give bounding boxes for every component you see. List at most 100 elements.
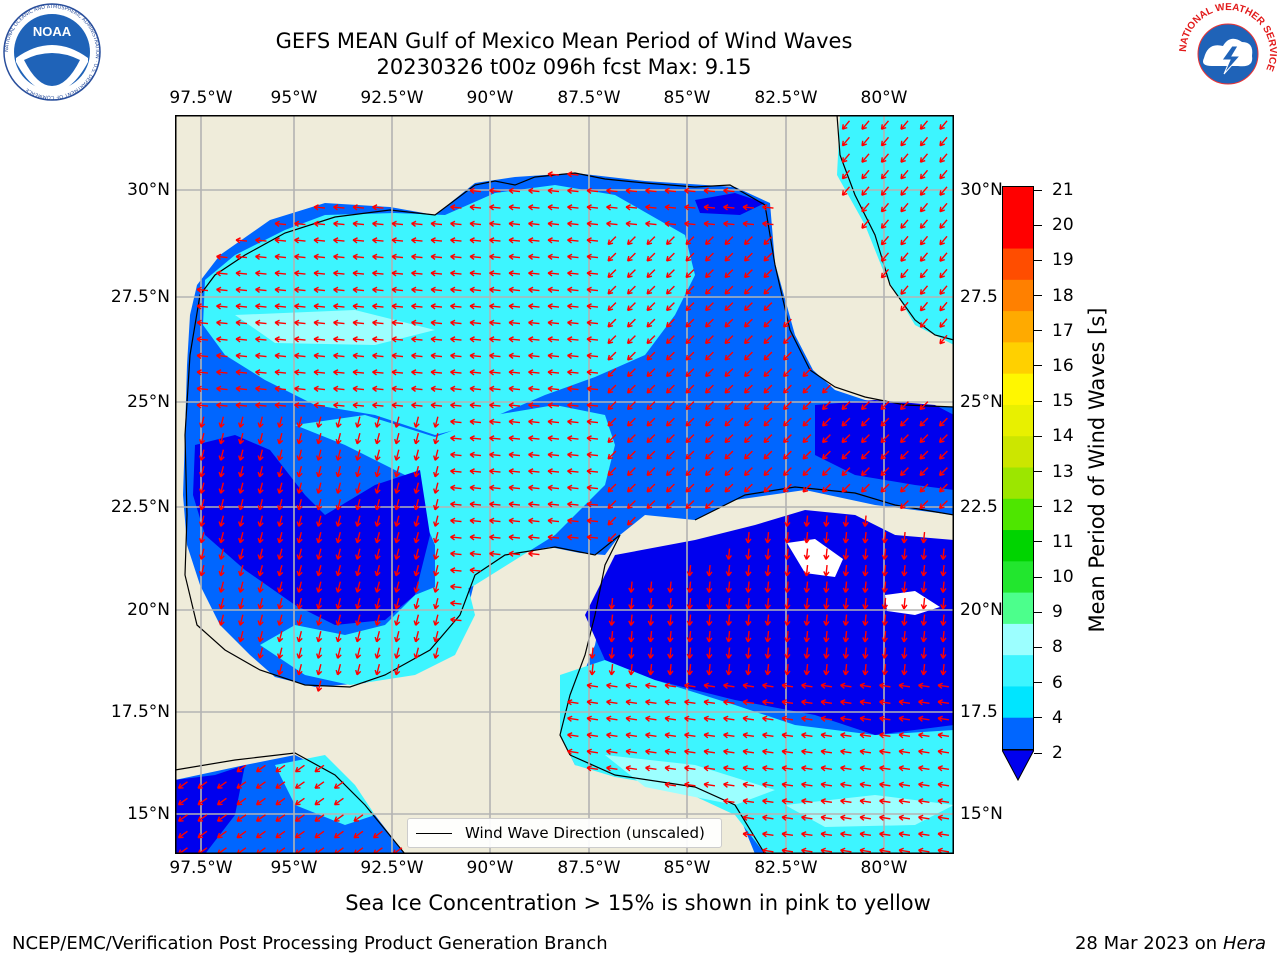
wind-wave-arrow bbox=[745, 647, 752, 659]
wind-wave-arrow bbox=[665, 318, 675, 328]
wind-wave-arrow bbox=[294, 352, 306, 360]
wind-wave-arrow bbox=[901, 630, 908, 643]
wind-wave-arrow bbox=[920, 581, 928, 593]
wind-wave-arrow bbox=[411, 402, 423, 409]
wind-wave-arrow bbox=[820, 798, 833, 805]
wind-wave-arrow bbox=[782, 467, 792, 477]
wind-wave-arrow bbox=[391, 336, 404, 343]
wind-wave-arrow bbox=[937, 715, 950, 722]
wind-wave-arrow bbox=[567, 385, 579, 393]
wind-wave-arrow bbox=[938, 417, 948, 427]
wind-wave-arrow bbox=[742, 682, 755, 689]
wind-wave-arrow bbox=[586, 352, 599, 360]
wind-wave-arrow bbox=[840, 814, 852, 821]
colorbar-segment bbox=[1002, 467, 1034, 500]
wind-wave-arrow bbox=[918, 781, 930, 788]
wind-wave-arrow bbox=[626, 467, 636, 477]
wind-wave-arrow bbox=[607, 335, 617, 345]
wind-wave-arrow bbox=[430, 336, 443, 343]
wind-wave-arrow bbox=[567, 286, 579, 294]
wind-wave-arrow bbox=[781, 682, 794, 689]
wind-wave-arrow bbox=[626, 252, 636, 262]
wind-wave-arrow bbox=[547, 484, 560, 492]
wind-wave-arrow bbox=[469, 451, 482, 459]
wind-wave-arrow bbox=[508, 451, 521, 459]
wind-wave-arrow bbox=[725, 581, 733, 593]
wind-wave-arrow bbox=[469, 319, 482, 327]
wind-wave-arrow bbox=[938, 467, 948, 477]
wind-wave-arrow bbox=[547, 336, 560, 343]
colorbar-tick-label: 11 bbox=[1052, 531, 1074, 552]
wind-wave-arrow bbox=[216, 270, 228, 277]
colorbar-tick-mark bbox=[1034, 752, 1042, 754]
wind-wave-arrow bbox=[685, 269, 695, 279]
wind-wave-arrow bbox=[703, 765, 716, 772]
wind-wave-arrow bbox=[469, 187, 482, 195]
wind-wave-arrow bbox=[881, 548, 889, 560]
wind-wave-arrow bbox=[802, 450, 812, 460]
wind-wave-arrow bbox=[724, 351, 734, 361]
wind-wave-arrow bbox=[296, 614, 303, 626]
wind-wave-arrow bbox=[704, 351, 714, 361]
wind-wave-arrow bbox=[919, 169, 929, 180]
wind-wave-arrow bbox=[939, 120, 948, 130]
wind-wave-arrow bbox=[646, 269, 656, 279]
wind-wave-arrow bbox=[469, 253, 482, 261]
wind-wave-arrow bbox=[743, 434, 753, 444]
wind-wave-arrow bbox=[528, 220, 540, 228]
wind-wave-arrow bbox=[724, 302, 734, 312]
wind-wave-arrow bbox=[586, 501, 599, 508]
wind-wave-arrow bbox=[781, 814, 794, 821]
wind-wave-arrow bbox=[725, 548, 733, 560]
wind-wave-arrow bbox=[899, 467, 909, 477]
wind-wave-arrow bbox=[235, 336, 248, 343]
wind-wave-arrow bbox=[724, 335, 734, 345]
map-legend: Wind Wave Direction (unscaled) bbox=[407, 818, 722, 848]
wind-wave-arrow bbox=[238, 515, 245, 527]
wind-wave-arrow bbox=[784, 581, 791, 593]
wind-wave-arrow bbox=[489, 319, 501, 327]
top-lon-tick: 95°W bbox=[270, 88, 318, 108]
wind-wave-arrow bbox=[450, 567, 462, 574]
wind-wave-arrow bbox=[316, 416, 323, 428]
wind-wave-arrow bbox=[430, 253, 443, 261]
wind-wave-arrow bbox=[274, 352, 287, 360]
wind-wave-arrow bbox=[685, 302, 695, 312]
wind-wave-arrow bbox=[723, 732, 735, 739]
wind-wave-arrow bbox=[781, 765, 794, 772]
wind-wave-arrow bbox=[940, 564, 947, 577]
wind-wave-arrow bbox=[646, 368, 656, 378]
wind-wave-arrow bbox=[589, 647, 596, 659]
wind-wave-arrow bbox=[608, 597, 616, 610]
wind-wave-arrow bbox=[218, 614, 225, 626]
wind-wave-arrow bbox=[433, 614, 440, 626]
wind-wave-arrow bbox=[762, 814, 774, 821]
wind-wave-arrow bbox=[567, 336, 579, 343]
wind-wave-arrow bbox=[918, 798, 930, 805]
wind-wave-arrow bbox=[823, 564, 830, 577]
wind-wave-arrow bbox=[508, 336, 521, 343]
wind-wave-arrow bbox=[861, 219, 870, 229]
wind-wave-arrow bbox=[667, 663, 674, 676]
wind-wave-arrow bbox=[489, 534, 501, 541]
wind-wave-arrow bbox=[528, 204, 540, 211]
wind-wave-arrow bbox=[684, 748, 696, 755]
wind-wave-arrow bbox=[841, 417, 851, 427]
wind-wave-arrow bbox=[296, 482, 303, 494]
wind-wave-arrow bbox=[742, 748, 755, 755]
wind-wave-arrow bbox=[900, 136, 909, 147]
wind-wave-arrow bbox=[901, 647, 908, 659]
island-gap-1 bbox=[787, 539, 843, 577]
wind-wave-arrow bbox=[861, 186, 870, 196]
wind-wave-arrow bbox=[316, 531, 323, 544]
campeche-cyan-zone bbox=[260, 575, 475, 685]
wind-wave-arrow bbox=[316, 663, 323, 676]
top-lon-tick: 80°W bbox=[860, 88, 908, 108]
wind-wave-arrow bbox=[277, 432, 284, 445]
wind-wave-arrow bbox=[803, 548, 811, 560]
wind-wave-arrow bbox=[277, 581, 284, 593]
wind-wave-arrow bbox=[274, 369, 287, 376]
right-lat-tick: 27.5 bbox=[960, 287, 998, 307]
wind-wave-arrow bbox=[547, 501, 560, 508]
wind-wave-arrow bbox=[255, 352, 267, 360]
